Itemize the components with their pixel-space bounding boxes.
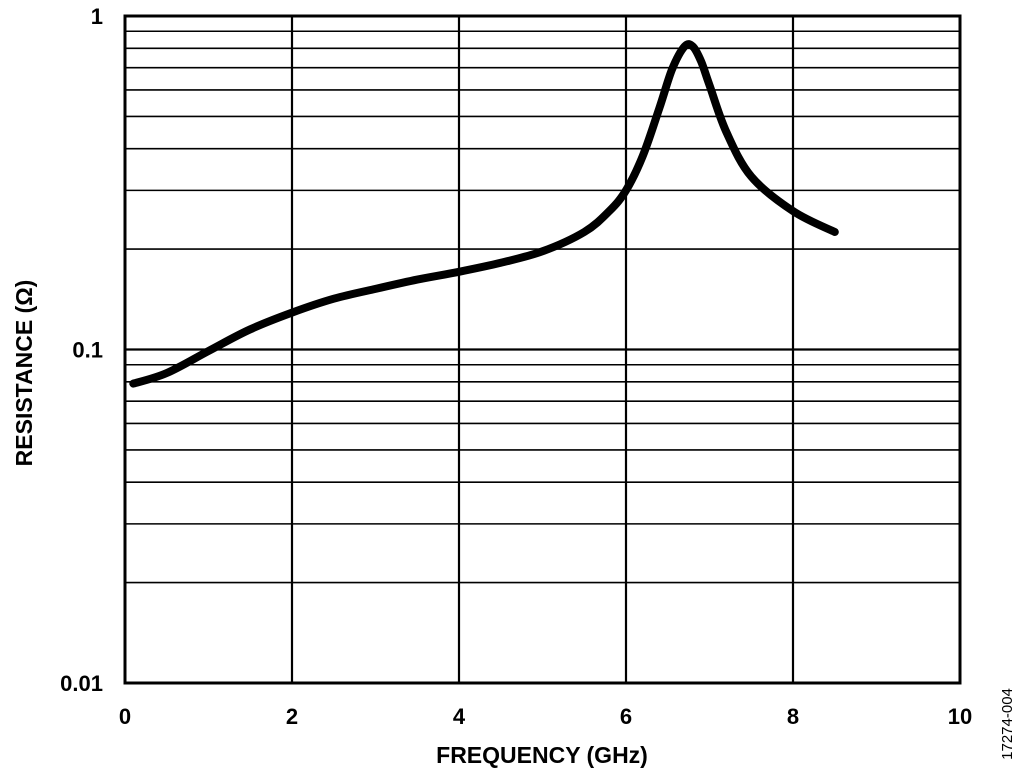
x-tick-label: 4	[453, 704, 466, 729]
y-tick-label: 0.01	[60, 671, 103, 696]
y-axis-ticks: 0.01 0.1 1	[60, 4, 103, 696]
y-tick-label: 0.1	[72, 338, 103, 363]
x-tick-label: 10	[948, 704, 972, 729]
x-tick-label: 8	[787, 704, 799, 729]
x-tick-label: 0	[119, 704, 131, 729]
x-tick-label: 6	[620, 704, 632, 729]
x-tick-label: 2	[286, 704, 298, 729]
gridlines	[125, 16, 960, 683]
x-axis-ticks: 0 2 4 6 8 10	[119, 704, 972, 729]
y-axis-label: RESISTANCE (Ω)	[11, 280, 37, 467]
x-axis-label: FREQUENCY (GHz)	[436, 742, 648, 768]
figure-id-label: 17274-004	[999, 688, 1016, 760]
resistance-series-line	[129, 40, 839, 388]
y-tick-label: 1	[91, 4, 103, 29]
plot-frame	[123, 14, 962, 685]
